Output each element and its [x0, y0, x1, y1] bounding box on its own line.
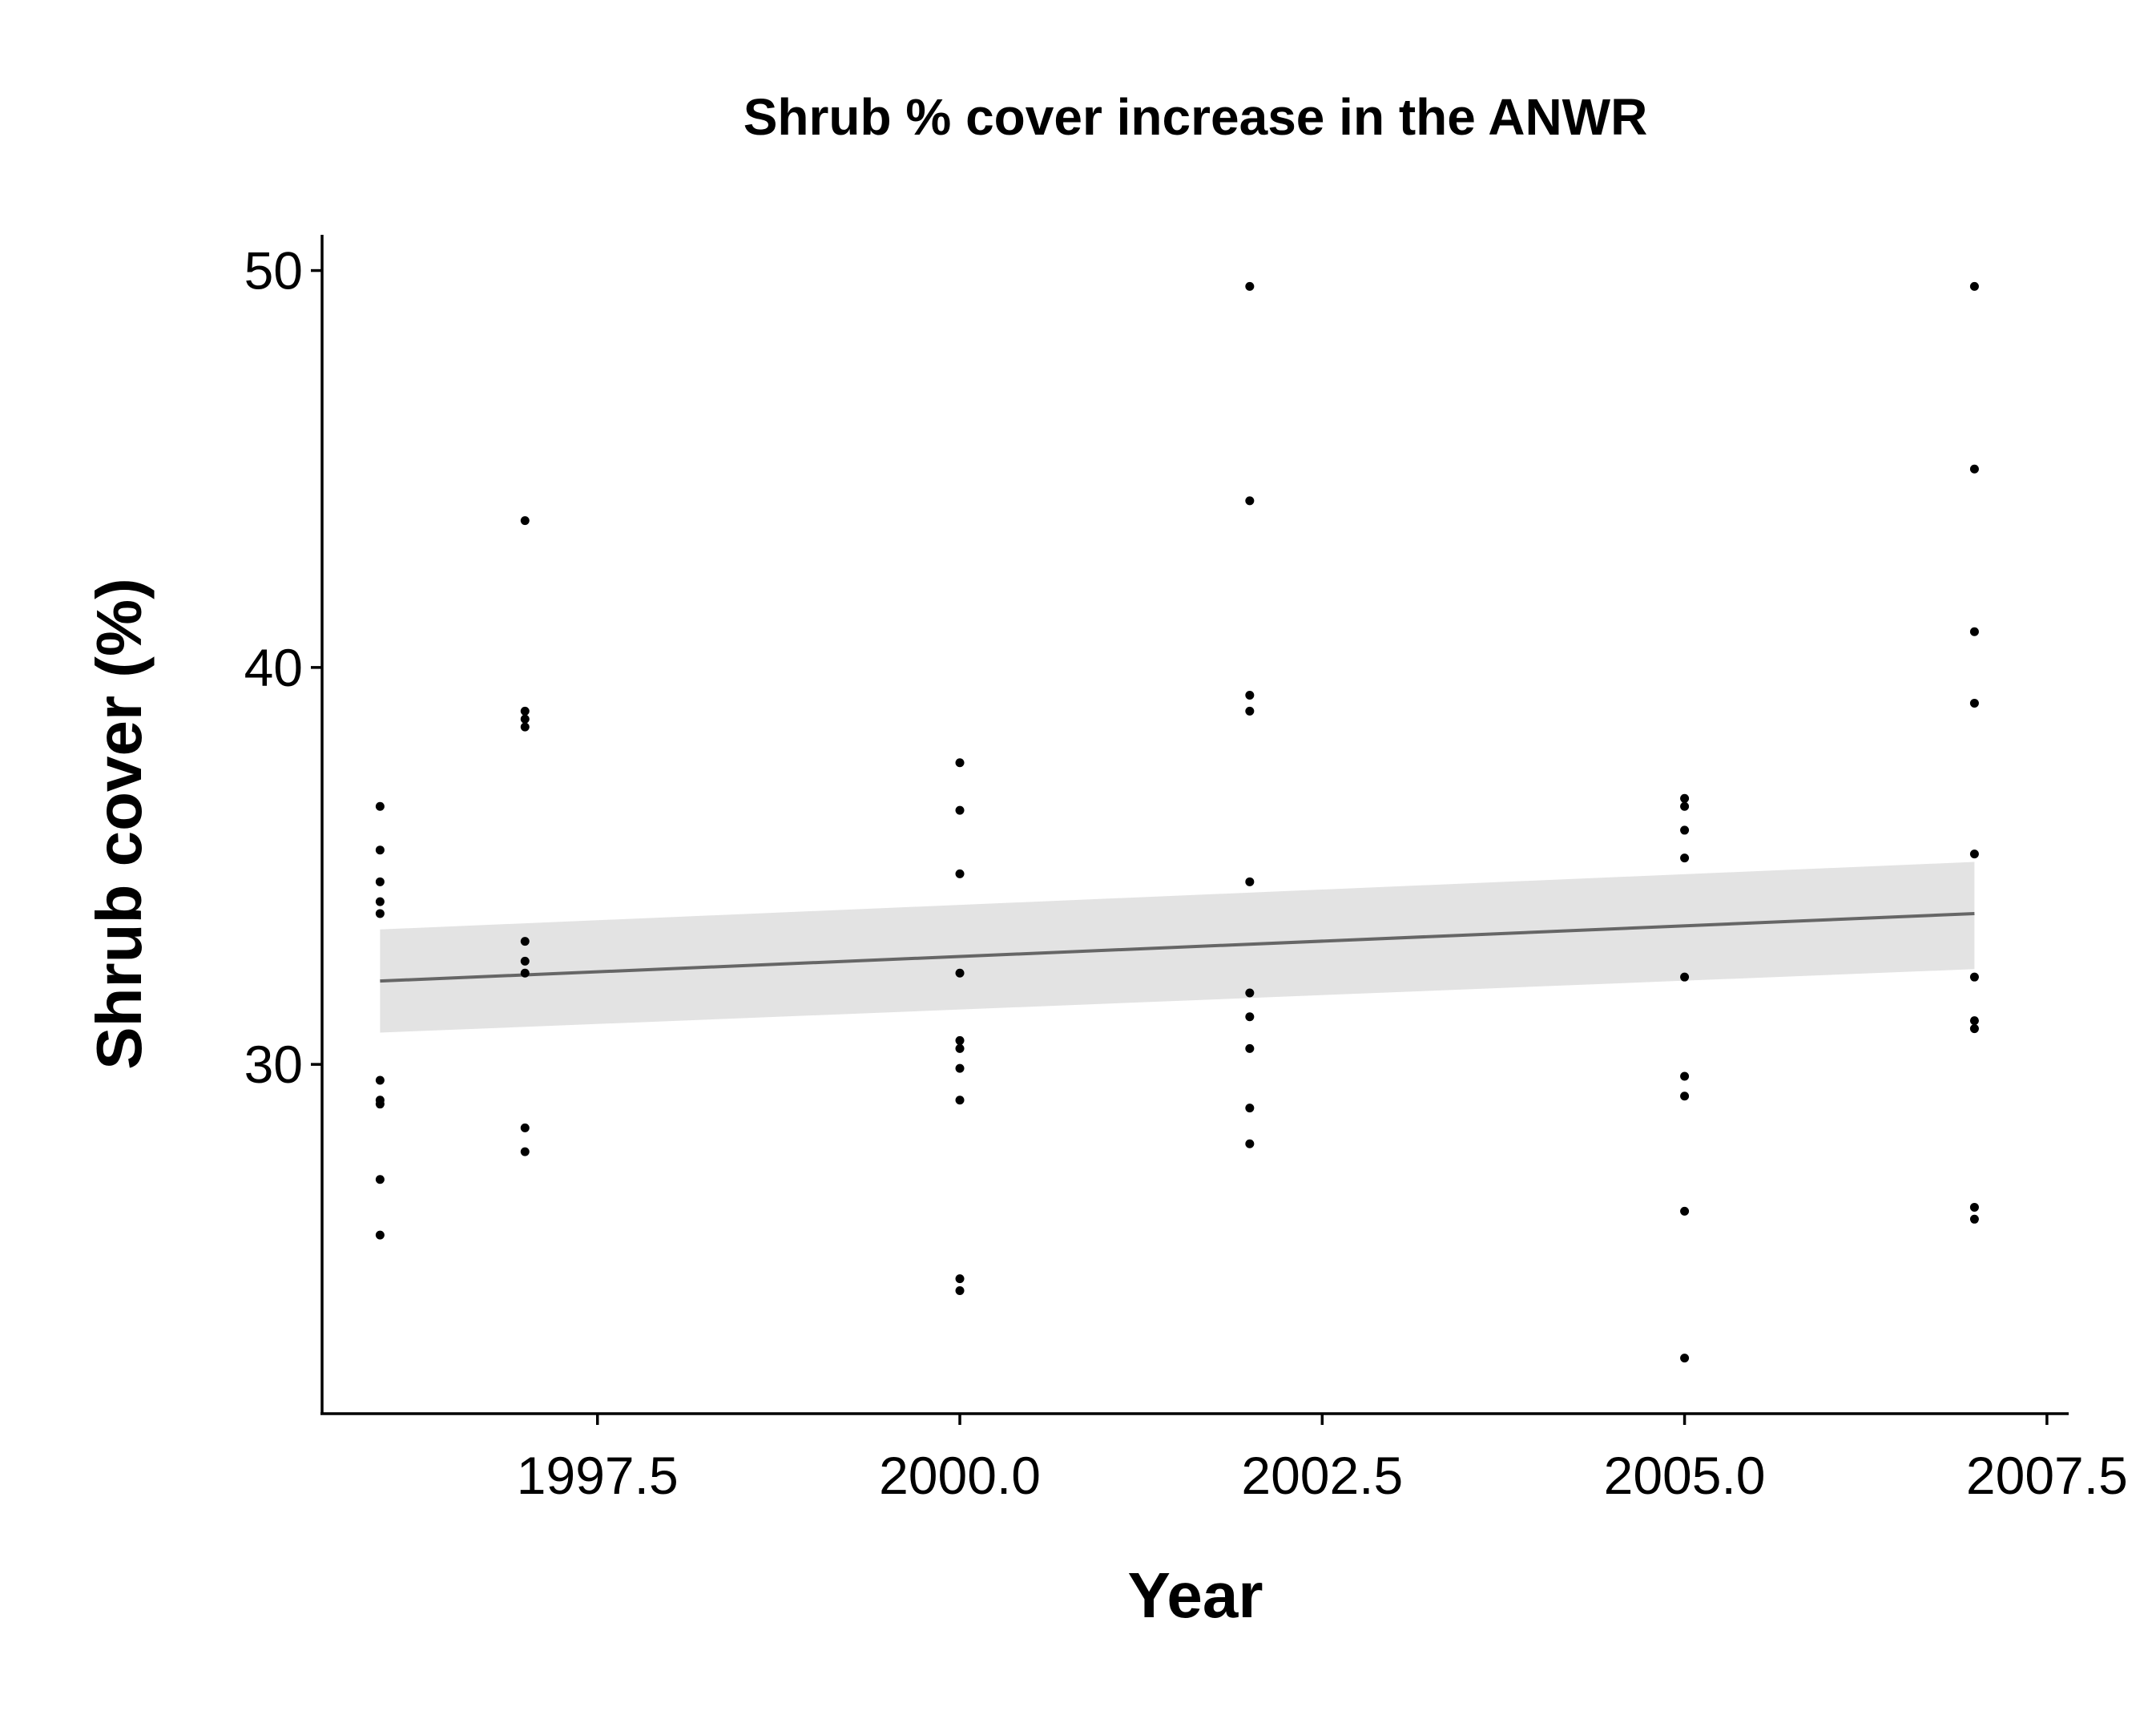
- y-axis-title: Shrub cover (%): [83, 578, 155, 1069]
- chart-title: Shrub % cover increase in the ANWR: [744, 88, 1648, 146]
- data-point: [520, 516, 530, 526]
- y-ticks: 30 40 50: [244, 241, 322, 1094]
- data-point: [1245, 1139, 1255, 1148]
- data-point: [955, 1096, 965, 1105]
- data-point: [1245, 706, 1255, 716]
- data-point: [1969, 464, 1979, 474]
- trend-line: [380, 911, 1975, 983]
- y-tick-label: 40: [244, 638, 303, 697]
- data-point: [955, 869, 965, 878]
- data-point: [1680, 793, 1690, 803]
- trend-line-layer: [380, 911, 1975, 983]
- data-point: [1680, 972, 1690, 982]
- data-point: [955, 1035, 965, 1045]
- data-point: [375, 1100, 385, 1109]
- data-point: [520, 706, 530, 716]
- data-point: [955, 1285, 965, 1295]
- data-point: [375, 801, 385, 811]
- data-point: [520, 956, 530, 966]
- data-point: [1680, 825, 1690, 835]
- y-tick-label: 30: [244, 1035, 303, 1094]
- data-point: [375, 1075, 385, 1085]
- points-layer: [375, 281, 1979, 1363]
- x-axis-title: Year: [1127, 1560, 1263, 1631]
- data-point: [955, 968, 965, 978]
- x-tick-label: 2000.0: [879, 1446, 1041, 1505]
- x-tick-label: 1997.5: [517, 1446, 679, 1505]
- data-point: [1969, 972, 1979, 982]
- data-point: [1680, 1071, 1690, 1081]
- data-point: [1245, 1043, 1255, 1053]
- data-point: [1969, 1202, 1979, 1212]
- data-point: [375, 1175, 385, 1184]
- data-point: [1245, 496, 1255, 506]
- data-point: [1680, 1354, 1690, 1363]
- x-tick-label: 2005.0: [1604, 1446, 1766, 1505]
- data-point: [520, 968, 530, 978]
- data-point: [1969, 281, 1979, 291]
- data-point: [520, 1123, 530, 1132]
- data-point: [520, 937, 530, 946]
- data-point: [375, 845, 385, 855]
- data-point: [520, 714, 530, 724]
- data-point: [955, 1043, 965, 1053]
- x-tick-label: 2007.5: [1966, 1446, 2128, 1505]
- data-point: [375, 1230, 385, 1240]
- data-point: [520, 722, 530, 732]
- data-point: [1969, 1016, 1979, 1026]
- data-point: [1969, 1024, 1979, 1034]
- data-point: [1245, 691, 1255, 700]
- data-point: [520, 1147, 530, 1156]
- data-point: [375, 877, 385, 886]
- data-point: [1245, 988, 1255, 998]
- data-point: [1245, 1104, 1255, 1113]
- data-point: [955, 758, 965, 768]
- data-point: [375, 897, 385, 906]
- data-point: [955, 805, 965, 815]
- x-tick-label: 2002.5: [1241, 1446, 1403, 1505]
- data-point: [1969, 1214, 1979, 1224]
- data-point: [375, 909, 385, 918]
- data-point: [1245, 877, 1255, 886]
- x-ticks: 1997.5 2000.0 2002.5 2005.0 2007.5: [517, 1414, 2128, 1505]
- data-point: [1245, 281, 1255, 291]
- data-point: [1680, 1092, 1690, 1101]
- data-point: [1680, 1206, 1690, 1216]
- data-point: [1680, 801, 1690, 811]
- data-point: [1969, 698, 1979, 708]
- data-point: [1969, 627, 1979, 636]
- y-tick-label: 50: [244, 241, 303, 301]
- data-point: [1245, 1012, 1255, 1022]
- data-point: [1680, 853, 1690, 863]
- data-point: [955, 1274, 965, 1284]
- data-point: [1969, 849, 1979, 859]
- data-point: [955, 1063, 965, 1073]
